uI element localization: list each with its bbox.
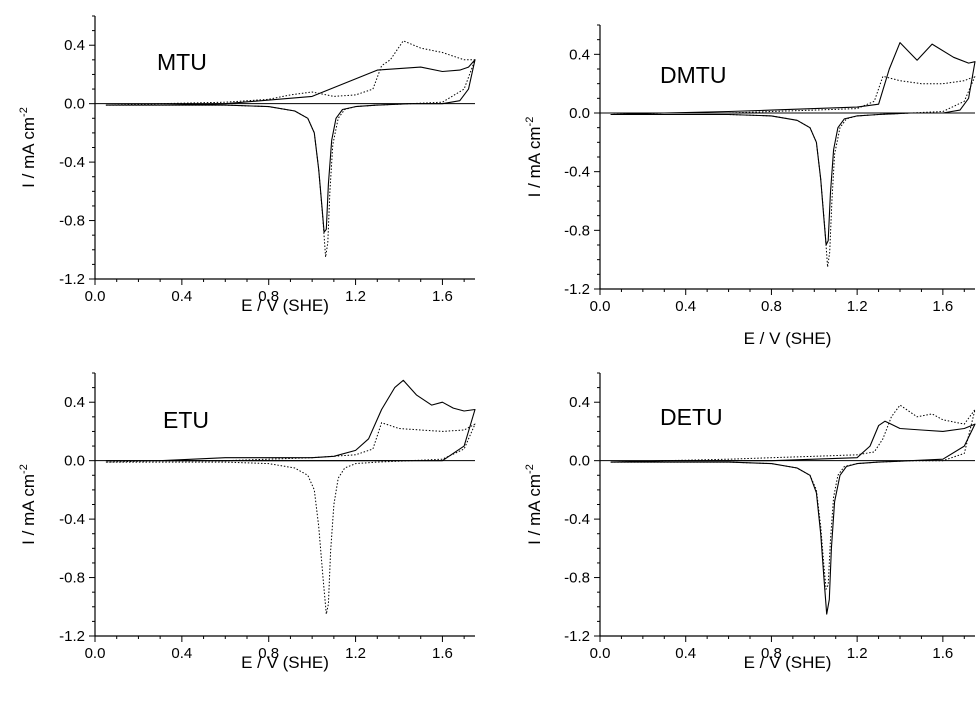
series-solid-line bbox=[610, 420, 976, 615]
x-tick-label: 0.4 bbox=[171, 645, 192, 662]
y-tick-label: -1.2 bbox=[59, 271, 85, 288]
panel-detu: 0.0 0.4 0.8 1.2 1.6 -1.2 -0.8 -0.4 0.0 0.4 DETU E /… bbox=[524, 372, 976, 672]
y-tick-label: -0.4 bbox=[59, 511, 85, 528]
x-tick-label: 1.6 bbox=[432, 645, 453, 662]
y-axis-label-main: I / mA cm bbox=[525, 126, 544, 197]
y-tick-label: -0.8 bbox=[59, 570, 85, 587]
panel-title: DETU bbox=[660, 404, 723, 430]
y-axis-label-main: I / mA cm bbox=[19, 474, 38, 545]
y-tick-label: 0.4 bbox=[569, 394, 590, 411]
x-axis-label: E / V (SHE) bbox=[241, 653, 329, 672]
x-tick-label: 1.6 bbox=[932, 298, 953, 315]
series-dotted-line bbox=[610, 75, 976, 268]
y-tick-label: 0.0 bbox=[64, 453, 85, 470]
x-tick-label: 0.0 bbox=[85, 288, 106, 305]
x-axis-label: E / V (SHE) bbox=[744, 653, 832, 672]
y-tick-label: 0.4 bbox=[64, 37, 85, 54]
panel-etu: 0.0 0.4 0.8 1.2 1.6 -1.2 -0.8 -0.4 0.0 0.4 ETU E / … bbox=[18, 372, 476, 672]
x-tick-label: 0.8 bbox=[761, 298, 782, 315]
x-tick-label: 1.6 bbox=[932, 645, 953, 662]
y-tick-label: -1.2 bbox=[564, 281, 590, 298]
y-tick-label: -0.8 bbox=[59, 213, 85, 230]
x-tick-label: 0.0 bbox=[590, 298, 611, 315]
x-tick-label: 0.4 bbox=[675, 645, 696, 662]
y-axis-label-superscript: -2 bbox=[18, 464, 30, 474]
x-tick-label: 1.2 bbox=[345, 645, 366, 662]
y-axis-label: I / mA cm-2 bbox=[524, 464, 544, 545]
y-axis-label: I / mA cm-2 bbox=[18, 107, 38, 188]
x-tick-label: 0.8 bbox=[761, 645, 782, 662]
y-tick-label: -0.8 bbox=[564, 570, 590, 587]
panel-mtu: 0.0 0.4 0.8 1.2 1.6 -1.2 -0.8 -0.4 0.0 0.4 MTU E / … bbox=[18, 15, 476, 315]
y-tick-label: 0.0 bbox=[64, 96, 85, 113]
x-axis-label: E / V (SHE) bbox=[744, 329, 832, 348]
x-tick-label: 0.4 bbox=[675, 298, 696, 315]
y-tick-label: -1.2 bbox=[59, 628, 85, 645]
panel-title: DMTU bbox=[660, 62, 726, 88]
y-axis-label-main: I / mA cm bbox=[19, 117, 38, 188]
x-tick-label: 1.6 bbox=[432, 288, 453, 305]
series-dotted-line bbox=[610, 404, 976, 590]
x-tick-label: 0.8 bbox=[258, 288, 279, 305]
y-tick-label: 0.0 bbox=[569, 453, 590, 470]
x-tick-label: 0.0 bbox=[590, 645, 611, 662]
y-tick-label: 0.4 bbox=[64, 394, 85, 411]
x-tick-label: 0.4 bbox=[171, 288, 192, 305]
y-tick-label: -0.4 bbox=[59, 154, 85, 171]
series-solid-line bbox=[105, 59, 476, 233]
y-axis-label: I / mA cm-2 bbox=[524, 117, 544, 198]
y-axis-label-superscript: -2 bbox=[524, 464, 536, 474]
y-tick-label: -1.2 bbox=[564, 628, 590, 645]
x-axis-label: E / V (SHE) bbox=[241, 296, 329, 315]
panel-title: ETU bbox=[163, 407, 209, 433]
series-dotted-line bbox=[105, 422, 476, 615]
y-axis-label-superscript: -2 bbox=[524, 117, 536, 127]
x-tick-label: 0.8 bbox=[258, 645, 279, 662]
y-tick-label: -0.4 bbox=[564, 164, 590, 181]
y-tick-label: -0.4 bbox=[564, 511, 590, 528]
y-tick-label: 0.4 bbox=[569, 46, 590, 63]
y-tick-label: -0.8 bbox=[564, 222, 590, 239]
y-axis-label-main: I / mA cm bbox=[525, 474, 544, 545]
panel-dmtu: 0.0 0.4 0.8 1.2 1.6 -1.2 -0.8 -0.4 0.0 0.4 DMTU E /… bbox=[524, 24, 976, 348]
x-tick-label: 1.2 bbox=[345, 288, 366, 305]
x-tick-label: 0.0 bbox=[85, 645, 106, 662]
y-tick-label: 0.0 bbox=[569, 105, 590, 122]
y-axis-label: I / mA cm-2 bbox=[18, 464, 38, 545]
panel-title: MTU bbox=[157, 49, 207, 75]
x-tick-label: 1.2 bbox=[847, 645, 868, 662]
series-solid-line bbox=[105, 379, 476, 462]
y-axis-label-superscript: -2 bbox=[18, 107, 30, 117]
x-tick-label: 1.2 bbox=[847, 298, 868, 315]
